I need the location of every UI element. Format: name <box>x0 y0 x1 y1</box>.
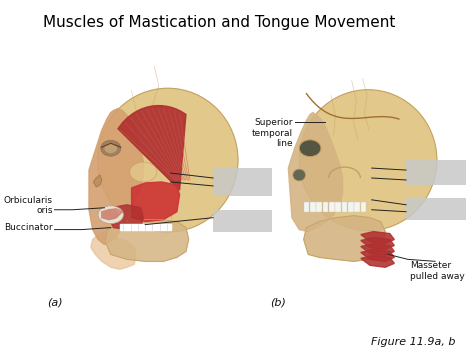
Bar <box>304 202 309 212</box>
Bar <box>361 202 366 212</box>
Ellipse shape <box>130 162 157 182</box>
Polygon shape <box>361 250 394 261</box>
Text: Orbicularis
oris: Orbicularis oris <box>4 196 53 215</box>
Ellipse shape <box>293 169 306 181</box>
Ellipse shape <box>98 206 123 224</box>
Polygon shape <box>118 105 186 190</box>
Polygon shape <box>361 244 394 255</box>
Bar <box>406 198 466 220</box>
Polygon shape <box>132 182 180 222</box>
Bar <box>213 168 272 196</box>
Text: (a): (a) <box>47 297 63 307</box>
Polygon shape <box>361 237 394 250</box>
Polygon shape <box>120 224 171 230</box>
Bar <box>336 202 341 212</box>
Ellipse shape <box>104 143 117 153</box>
Polygon shape <box>91 231 136 269</box>
Polygon shape <box>109 205 143 230</box>
Text: Figure 11.9a, b: Figure 11.9a, b <box>371 337 455 347</box>
Bar <box>406 160 466 185</box>
Polygon shape <box>93 175 102 187</box>
Polygon shape <box>288 113 343 231</box>
Text: Muscles of Mastication and Tongue Movement: Muscles of Mastication and Tongue Moveme… <box>43 15 395 30</box>
Ellipse shape <box>101 140 121 156</box>
Ellipse shape <box>299 90 437 231</box>
Ellipse shape <box>98 88 238 232</box>
Polygon shape <box>102 209 122 220</box>
Polygon shape <box>89 109 143 245</box>
Text: Superior
temporal
line: Superior temporal line <box>252 119 293 148</box>
Bar <box>342 202 347 212</box>
Polygon shape <box>361 255 394 267</box>
Polygon shape <box>361 231 394 244</box>
Ellipse shape <box>102 210 119 220</box>
Text: Masseter
pulled away: Masseter pulled away <box>410 261 465 281</box>
Bar <box>348 202 354 212</box>
Bar <box>355 202 360 212</box>
Bar <box>317 202 322 212</box>
Bar <box>213 210 272 231</box>
Bar <box>310 202 316 212</box>
Ellipse shape <box>299 140 321 157</box>
Text: Buccinator: Buccinator <box>4 223 53 232</box>
Polygon shape <box>105 220 189 261</box>
Text: (b): (b) <box>270 297 286 307</box>
Bar <box>323 202 328 212</box>
Polygon shape <box>304 216 385 261</box>
Bar <box>329 202 335 212</box>
